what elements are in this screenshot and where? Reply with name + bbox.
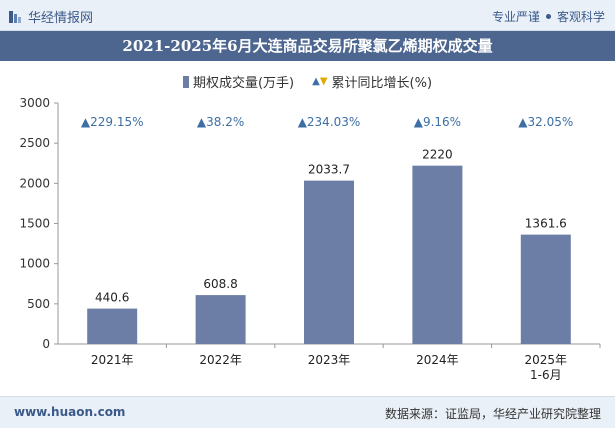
y-tick-label: 1500	[19, 217, 50, 231]
brand-name: 华经情报网	[28, 11, 94, 26]
top-banner: 华经情报网 专业严谨 客观科学	[0, 0, 615, 31]
x-tick-label: 2025年	[525, 353, 568, 367]
data-label: 2220	[422, 148, 453, 162]
bar	[87, 308, 138, 344]
data-label: 608.8	[203, 277, 237, 291]
x-tick-label: 2024年	[416, 353, 459, 367]
y-tick-label: 0	[42, 337, 50, 351]
brand: 华经情报网	[8, 7, 93, 26]
x-tick-label: 2022年	[199, 353, 242, 367]
chart-labels: 440.6 ▲229.15% 2021年 608.8 ▲38.2% 2022年 2033.7…	[81, 115, 573, 382]
legend-volume-label: 期权成交量(万手)	[192, 76, 295, 91]
bar-chart: 0 500 1000 1500 2000 2500 3000 440.6 ▲229.15% 20…	[19, 96, 601, 382]
y-tick-label: 1000	[19, 257, 50, 271]
bottom-banner: www.huaon.com 数据来源：证监局，华经产业研究院整理	[0, 396, 615, 428]
bar	[304, 180, 354, 344]
slogan: 专业严谨 客观科学	[492, 8, 605, 25]
legend-bar-swatch-icon	[182, 75, 189, 88]
y-tick-label: 2000	[19, 176, 50, 190]
chart-title: 2021-2025年6月大连商品交易所聚氯乙烯期权成交量	[0, 31, 615, 61]
slogan-right: 客观科学	[556, 10, 605, 24]
growth-label: ▲234.03%	[298, 115, 361, 129]
slogan-left: 专业严谨	[491, 10, 540, 24]
data-source: 数据来源：证监局，华经产业研究院整理	[384, 407, 601, 421]
bar	[520, 234, 571, 344]
x-tick-label: 2023年	[308, 353, 351, 367]
x-tick-label: 1-6月	[530, 368, 562, 382]
bar	[195, 295, 246, 344]
legend-volume: 期权成交量(万手)	[182, 72, 295, 91]
legend-growth-label: 累计同比增长(%)	[331, 76, 433, 91]
y-tick-label: 3000	[19, 96, 50, 110]
growth-label: ▲9.16%	[414, 115, 461, 129]
separator-dot-icon	[545, 14, 551, 19]
y-tick-label: 2500	[19, 136, 50, 150]
chart-bars	[87, 165, 571, 344]
data-label: 440.6	[95, 291, 129, 305]
legend: 期权成交量(万手) ▲▼ 累计同比增长(%)	[0, 72, 615, 91]
brand-logo-icon	[9, 10, 21, 23]
data-label: 2033.7	[308, 163, 350, 177]
growth-label: ▲32.05%	[518, 115, 573, 129]
growth-label: ▲229.15%	[81, 115, 144, 129]
legend-growth: ▲▼ 累计同比增长(%)	[312, 72, 433, 92]
x-tick-label: 2021年	[91, 353, 134, 367]
data-label: 1361.6	[525, 217, 567, 231]
y-tick-label: 500	[27, 297, 50, 311]
site-url: www.huaon.com	[14, 405, 126, 419]
bar	[412, 165, 463, 344]
legend-triangle-icon: ▲▼	[312, 75, 328, 87]
growth-label: ▲38.2%	[197, 115, 244, 129]
